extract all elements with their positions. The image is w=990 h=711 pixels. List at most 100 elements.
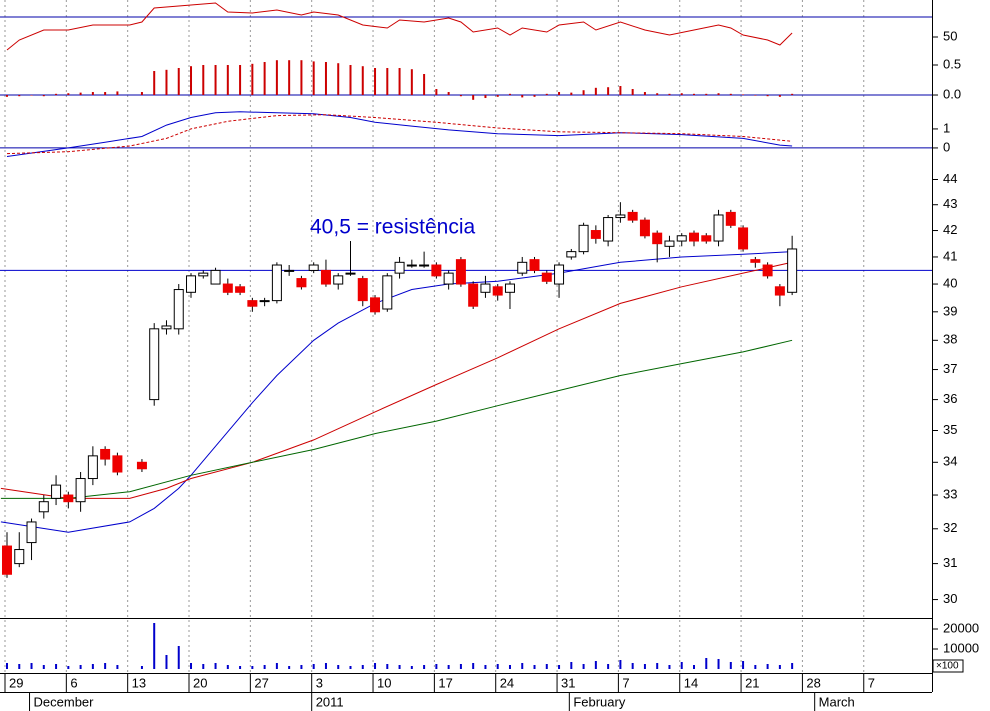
- candle-body: [713, 214, 724, 242]
- bar: [447, 92, 450, 96]
- candle-body: [431, 264, 442, 277]
- bar: [386, 68, 389, 96]
- bar: [533, 665, 536, 669]
- bar: [582, 90, 585, 96]
- y-tick-label: 39: [943, 303, 957, 318]
- bar: [116, 665, 119, 669]
- y-tick-label: 33: [943, 486, 957, 501]
- y-tick-label: 42: [943, 222, 957, 237]
- bar: [42, 95, 45, 97]
- indicator-line: [0, 261, 793, 499]
- bar: [300, 60, 303, 96]
- bar: [533, 95, 536, 97]
- candle-body: [443, 272, 454, 285]
- bar: [508, 93, 511, 96]
- bar: [398, 665, 401, 669]
- candle-body: [14, 549, 25, 565]
- candle-body: [578, 224, 589, 253]
- bar: [459, 95, 462, 97]
- candle-body: [468, 283, 479, 307]
- bar: [680, 93, 683, 96]
- candle-body: [210, 269, 221, 285]
- bar: [374, 68, 377, 96]
- bar: [631, 663, 634, 669]
- bar: [570, 92, 573, 96]
- bar: [202, 664, 205, 669]
- y-tick-label: 30: [943, 591, 957, 606]
- candle-body: [627, 211, 638, 221]
- bar: [545, 664, 548, 669]
- y-tick-label: 0: [943, 139, 950, 154]
- candle-body: [100, 448, 111, 460]
- candle-body: [382, 275, 393, 310]
- bar: [766, 664, 769, 669]
- candle-body: [689, 232, 700, 242]
- bar: [680, 662, 683, 669]
- bar: [67, 93, 70, 96]
- candle-body: [26, 521, 37, 544]
- bar: [619, 86, 622, 96]
- candle-body: [333, 275, 344, 285]
- bar: [693, 665, 696, 669]
- bar: [275, 663, 278, 669]
- bar: [312, 664, 315, 669]
- bar: [30, 95, 33, 96]
- x-tick-label: 10: [377, 675, 391, 690]
- bar: [472, 95, 475, 100]
- candle-body: [296, 278, 307, 288]
- bar: [5, 95, 8, 97]
- bar: [398, 68, 401, 96]
- candle-body: [370, 297, 381, 313]
- bar: [484, 95, 487, 99]
- x-tick-label: 6: [70, 675, 77, 690]
- bar: [374, 663, 377, 669]
- x-tick-label: 20: [193, 675, 207, 690]
- candle-body: [198, 272, 209, 277]
- bar: [153, 623, 156, 669]
- bar: [177, 646, 180, 669]
- bar: [496, 95, 499, 97]
- candle-body: [652, 232, 663, 245]
- bar: [55, 93, 58, 96]
- indicator-line: [6, 114, 793, 155]
- bar: [300, 665, 303, 669]
- bar: [521, 663, 524, 669]
- bar: [288, 60, 291, 96]
- bar: [594, 661, 597, 669]
- bar: [337, 63, 340, 96]
- bar: [643, 664, 646, 669]
- bar: [508, 665, 511, 669]
- y-tick-label: 50: [943, 28, 957, 43]
- y-tick-label: 41: [943, 248, 957, 263]
- bar: [226, 65, 229, 96]
- candle-body: [566, 251, 577, 258]
- bar: [693, 93, 696, 96]
- bar: [153, 71, 156, 96]
- bar: [226, 665, 229, 669]
- candle-body: [554, 264, 565, 285]
- bar: [791, 93, 794, 96]
- x-tick-label: 24: [500, 675, 514, 690]
- candle-body: [664, 240, 675, 247]
- candle-body: [112, 455, 123, 473]
- candle-body: [590, 230, 601, 239]
- y-tick-label: 43: [943, 196, 957, 211]
- bar: [754, 665, 757, 669]
- bar: [263, 665, 266, 669]
- bar: [742, 94, 745, 96]
- bar: [791, 663, 794, 669]
- candle-body: [394, 261, 405, 274]
- bar: [177, 68, 180, 96]
- candle-body: [639, 219, 650, 237]
- y-tick-label: 36: [943, 391, 957, 406]
- candle-body: [173, 289, 184, 330]
- x-tick-label: 27: [254, 675, 268, 690]
- candle-body: [504, 283, 515, 293]
- bar: [410, 666, 413, 669]
- bar: [472, 663, 475, 669]
- candle-body: [738, 227, 749, 250]
- y-tick-label: 44: [943, 171, 957, 186]
- bar: [607, 87, 610, 96]
- bar: [619, 660, 622, 669]
